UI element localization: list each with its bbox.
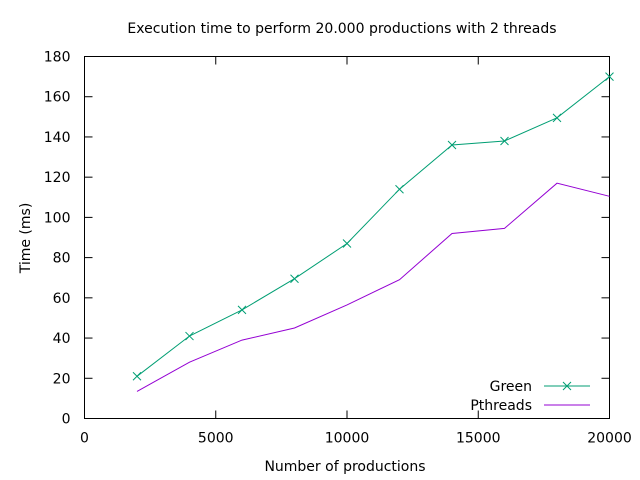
y-tick-label: 180 — [44, 50, 71, 66]
y-tick-label: 80 — [53, 251, 71, 267]
data-point — [237, 305, 247, 315]
legend-marker — [562, 381, 572, 391]
x-tick-label: 0 — [80, 431, 89, 447]
x-tick-label: 5000 — [198, 431, 234, 447]
y-tick-label: 160 — [44, 90, 71, 106]
series-line-green — [136, 76, 610, 377]
series-line-pthreads — [136, 182, 610, 392]
y-tick-label: 120 — [44, 170, 71, 186]
y-tick-label: 100 — [44, 210, 71, 226]
legend: Green Pthreads — [470, 379, 590, 414]
data-point — [552, 113, 562, 123]
chart-title: Execution time to perform 20.000 product… — [127, 21, 556, 37]
legend-label-green: Green — [490, 379, 532, 395]
series-layer — [132, 72, 614, 392]
data-point — [185, 331, 194, 341]
x-tick-label: 10000 — [325, 431, 370, 447]
data-point — [447, 140, 457, 150]
legend-label-pthreads: Pthreads — [470, 398, 532, 414]
series-pthreads — [136, 182, 610, 392]
y-tick-label: 140 — [44, 130, 71, 146]
x-axis: 0 5000 10000 15000 20000 — [80, 56, 632, 447]
data-point — [500, 136, 509, 146]
plot-frame — [84, 56, 610, 419]
y-tick-label: 60 — [53, 291, 71, 307]
x-tick-label: 15000 — [456, 431, 501, 447]
data-point — [290, 274, 299, 284]
x-axis-label: Number of productions — [264, 459, 425, 475]
data-point — [342, 239, 352, 248]
y-tick-label: 20 — [53, 371, 71, 387]
x-tick-label: 20000 — [587, 431, 632, 447]
y-tick-label: 40 — [53, 331, 71, 347]
y-axis: 0 20 40 60 80 100 120 140 160 180 — [44, 50, 610, 428]
y-axis-label: Time (ms) — [18, 203, 34, 275]
y-tick-label: 0 — [62, 412, 71, 428]
data-point — [605, 72, 614, 81]
series-green — [132, 72, 614, 381]
data-point — [132, 371, 142, 381]
data-point — [395, 184, 404, 194]
